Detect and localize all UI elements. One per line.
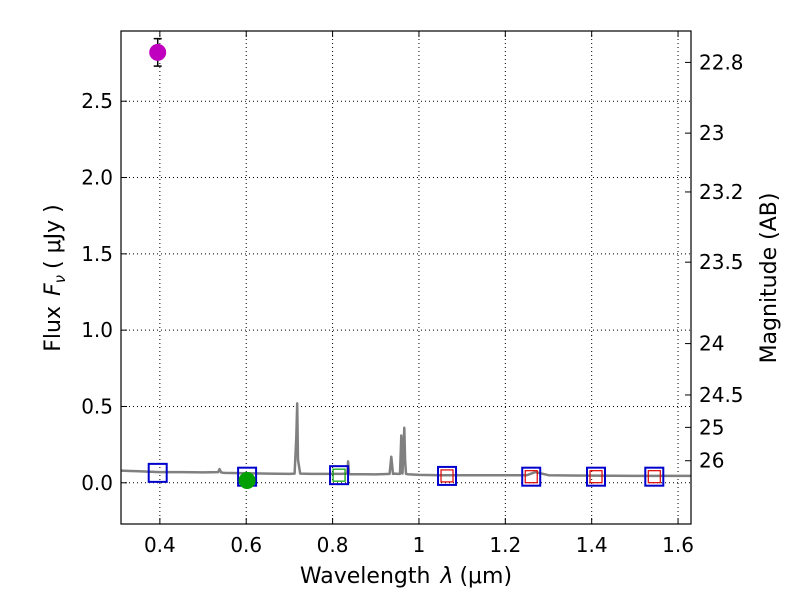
y-tick-label: 0.5 bbox=[81, 394, 113, 418]
model-band-marker-1 bbox=[147, 462, 168, 483]
x-tick-label: 0.6 bbox=[230, 533, 262, 557]
x-tick-label: 0.4 bbox=[144, 533, 176, 557]
y-axis-label: Flux Fν ( μJy ) bbox=[41, 204, 69, 351]
photometry-markers bbox=[147, 37, 665, 489]
x-axis-label-unit: (μm) bbox=[459, 564, 512, 589]
plot-frame bbox=[120, 30, 692, 525]
observed-point-2 bbox=[238, 472, 256, 489]
axis-ticks: 0.4 0.6 0.8 1 1.2 1.4 1.6 0.0 0.5 1.0 1.5 2.0 2.5 22.… bbox=[81, 31, 744, 557]
y2-tick-label: 22.8 bbox=[699, 50, 744, 74]
model-band-marker-7 bbox=[644, 466, 665, 487]
y-axis-label-unit: ( μJy ) bbox=[41, 204, 66, 269]
axes-frame bbox=[120, 30, 692, 525]
limit-marker-4 bbox=[589, 470, 603, 484]
y-axis-label-symbol: F bbox=[41, 283, 66, 296]
model-band-marker-4 bbox=[437, 465, 458, 486]
model-spectrum-line bbox=[120, 402, 691, 478]
y2-tick-label: 24 bbox=[699, 332, 724, 356]
y-tick-label: 1.0 bbox=[81, 318, 113, 342]
y2-tick-label: 23.2 bbox=[699, 180, 744, 204]
y2-tick-label: 25 bbox=[699, 415, 724, 439]
limit-marker-3 bbox=[524, 470, 538, 484]
limit-marker-5 bbox=[647, 470, 661, 484]
x-tick-label: 0.8 bbox=[317, 533, 349, 557]
model-spectrum bbox=[120, 402, 691, 478]
y-tick-label: 0.0 bbox=[81, 471, 113, 495]
grid bbox=[121, 31, 691, 524]
y-tick-label: 1.5 bbox=[81, 242, 113, 266]
x-axis-label: Wavelength λ (μm) bbox=[300, 564, 512, 589]
y2-tick-label: 23.5 bbox=[699, 250, 744, 274]
y2-axis-label: Magnitude (AB) bbox=[757, 193, 782, 364]
y-tick-label: 2.5 bbox=[81, 89, 113, 113]
limit-marker-2 bbox=[440, 469, 454, 483]
limit-marker-1 bbox=[332, 468, 346, 482]
x-tick-label: 1 bbox=[413, 533, 426, 557]
x-axis-label-text: Wavelength bbox=[300, 564, 431, 589]
y2-tick-label: 26 bbox=[699, 449, 724, 473]
model-band-marker-3 bbox=[329, 465, 350, 486]
y-axis-label-subscript: ν bbox=[51, 275, 69, 283]
y2-tick-label: 23 bbox=[699, 121, 724, 145]
model-band-marker-5 bbox=[521, 466, 542, 487]
y-axis-label-text: Flux bbox=[41, 306, 66, 352]
x-tick-label: 1.6 bbox=[662, 533, 694, 557]
x-axis-label-symbol: λ bbox=[439, 564, 453, 589]
model-band-marker-6 bbox=[586, 466, 606, 487]
y-tick-label: 2.0 bbox=[81, 166, 113, 190]
x-tick-label: 1.2 bbox=[489, 533, 521, 557]
x-tick-label: 1.4 bbox=[576, 533, 608, 557]
y2-tick-label: 24.5 bbox=[699, 383, 744, 407]
observed-point-1 bbox=[149, 43, 167, 61]
